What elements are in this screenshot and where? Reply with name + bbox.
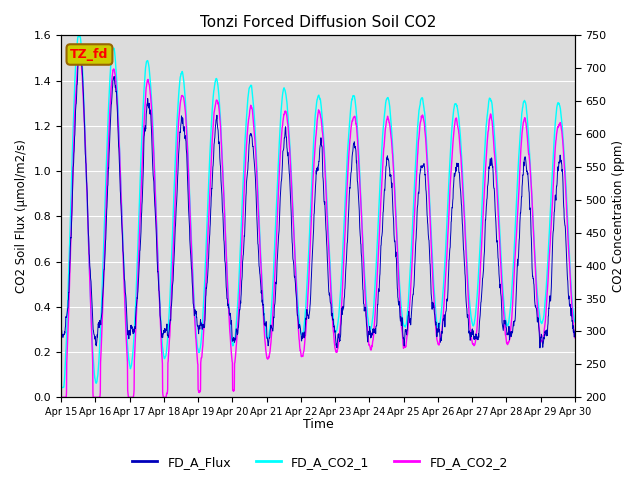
X-axis label: Time: Time: [303, 419, 333, 432]
Y-axis label: CO2 Concentration (ppm): CO2 Concentration (ppm): [612, 140, 625, 292]
Title: Tonzi Forced Diffusion Soil CO2: Tonzi Forced Diffusion Soil CO2: [200, 15, 436, 30]
Y-axis label: CO2 Soil Flux (μmol/m2/s): CO2 Soil Flux (μmol/m2/s): [15, 139, 28, 293]
Legend: FD_A_Flux, FD_A_CO2_1, FD_A_CO2_2: FD_A_Flux, FD_A_CO2_1, FD_A_CO2_2: [127, 451, 513, 474]
Text: TZ_fd: TZ_fd: [70, 48, 109, 61]
